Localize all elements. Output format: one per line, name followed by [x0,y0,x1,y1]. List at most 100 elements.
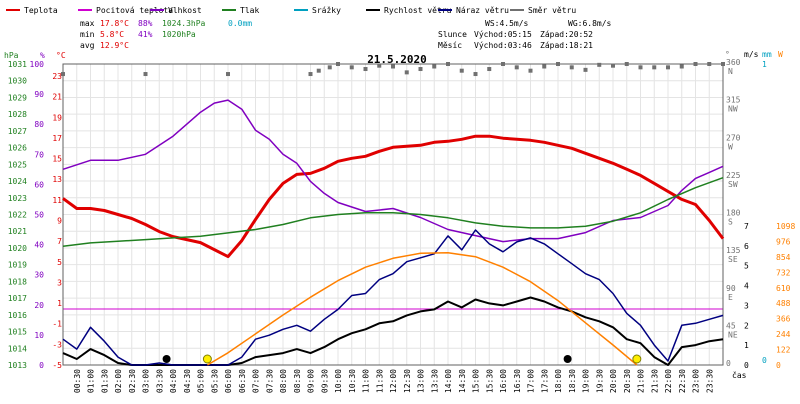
time-tick: 00:30 [73,369,82,393]
time-tick: 17:30 [540,369,549,393]
time-tick: 11:30 [375,369,384,393]
series-line-tlak [62,176,724,248]
hpa-unit-label: hPa [4,51,19,60]
dir-tick-label: SE [728,255,738,264]
dir-tick: 90 [726,284,736,293]
legend-label: Tlak [240,6,259,15]
dir-tick-label: W [728,142,733,151]
w-tick: 366 [776,315,791,324]
sun-label: Slunce [438,30,467,39]
ms-tick: 7 [744,222,749,231]
w-tick: 122 [776,346,791,355]
stats-avg-temp: 12.9°C [100,41,129,50]
wind-dir-point [459,68,464,73]
celsius-tick: 23 [52,72,62,81]
w-tick: 854 [776,253,791,262]
time-tick: 09:00 [307,369,316,393]
sunrise-marker [202,354,212,364]
celsius-tick: 9 [57,217,62,226]
pct-tick: 80 [34,120,44,129]
plot-frame [62,63,724,366]
hpa-tick: 1022 [8,211,27,220]
series-line-vlhkost [62,99,724,243]
time-tick: 06:00 [224,369,233,393]
ms-tick: 2 [744,321,749,330]
dir-tick-label: N [728,67,733,76]
stats-min-press: 1020hPa [162,30,196,39]
stats-min-label: min [80,30,95,39]
moonrise-marker [162,355,171,363]
hpa-tick: 1017 [8,294,27,303]
wind-dir-point [349,65,354,70]
dir-unit-label: ° [725,50,730,59]
wind-dir-point [308,72,313,77]
time-tick: 17:00 [527,369,536,393]
hpa-tick: 1019 [8,261,27,270]
legend-label: Rychlost větru [384,6,452,15]
time-tick: 16:00 [499,369,508,393]
hpa-tick: 1025 [8,160,27,169]
celsius-tick: 19 [52,113,62,122]
time-tick: 20:00 [609,369,618,393]
wind-dir-point [418,67,423,72]
stats-block: max 17.8°C 88% 1024.3hPa 0.0mm min 5.8°C… [80,19,252,50]
axes: hPa % °C ° m/s mm W čas 1031103010291028… [4,50,795,393]
wind-dir-point [446,62,450,66]
wind-dir-point [327,65,332,70]
time-tick: 23:00 [692,369,701,393]
stats-max-rain: 0.0mm [228,19,252,28]
time-tick: 23:30 [705,369,714,393]
legend-label: Směr větru [528,6,576,15]
time-tick: 15:30 [485,369,494,393]
time-tick: 13:30 [430,369,439,393]
legend-label: Náraz větru [456,6,509,15]
stats-min-temp: 5.8°C [100,30,124,39]
w-unit-label: W [778,50,783,59]
pct-tick: 50 [34,211,44,220]
celsius-tick: 7 [57,237,62,246]
time-tick: 15:00 [472,369,481,393]
wind-dir-point [514,65,519,70]
wind-dir-point [542,64,547,69]
wind-dir-point [316,68,321,73]
dir-tick: 135 [726,246,741,255]
celsius-tick: 5 [57,258,62,267]
hpa-tick: 1013 [8,361,27,370]
time-tick: 06:30 [238,369,247,393]
wind-dir-point [404,70,409,75]
hpa-tick: 1018 [8,277,27,286]
time-tick: 19:30 [595,369,604,393]
mm-unit-label: mm [762,50,772,59]
stats-avg-label: avg [80,41,95,50]
pct-tick: 40 [34,241,44,250]
pct-tick: 20 [34,301,44,310]
ms-tick: 3 [744,301,749,310]
ms-unit-label: m/s [744,50,759,59]
time-tick: 12:30 [403,369,412,393]
sunset-marker [632,354,642,364]
wind-dir-point [432,64,437,69]
time-tick: 01:30 [100,369,109,393]
celsius-tick: -1 [52,320,62,329]
time-tick: 13:00 [417,369,426,393]
time-unit-label: čas [732,370,747,380]
celsius-tick: 15 [52,155,62,164]
sun-rise: Východ:05:15 [474,30,532,39]
time-tick: 05:00 [197,369,206,393]
hpa-tick: 1027 [8,127,27,136]
stats-max-temp: 17.8°C [100,19,129,28]
time-tick: 12:00 [389,369,398,393]
time-tick: 21:00 [637,369,646,393]
series-line-n-raz-v-tru [62,229,724,366]
time-tick: 18:00 [554,369,563,393]
time-tick: 21:30 [650,369,659,393]
dir-tick: 45 [726,321,736,330]
wind-dir-point [652,65,657,70]
w-tick: 610 [776,284,791,293]
hpa-tick: 1023 [8,194,27,203]
hpa-tick: 1020 [8,244,27,253]
overlay-layer [162,354,642,364]
wind-wg: WG:6.8m/s [568,19,612,28]
